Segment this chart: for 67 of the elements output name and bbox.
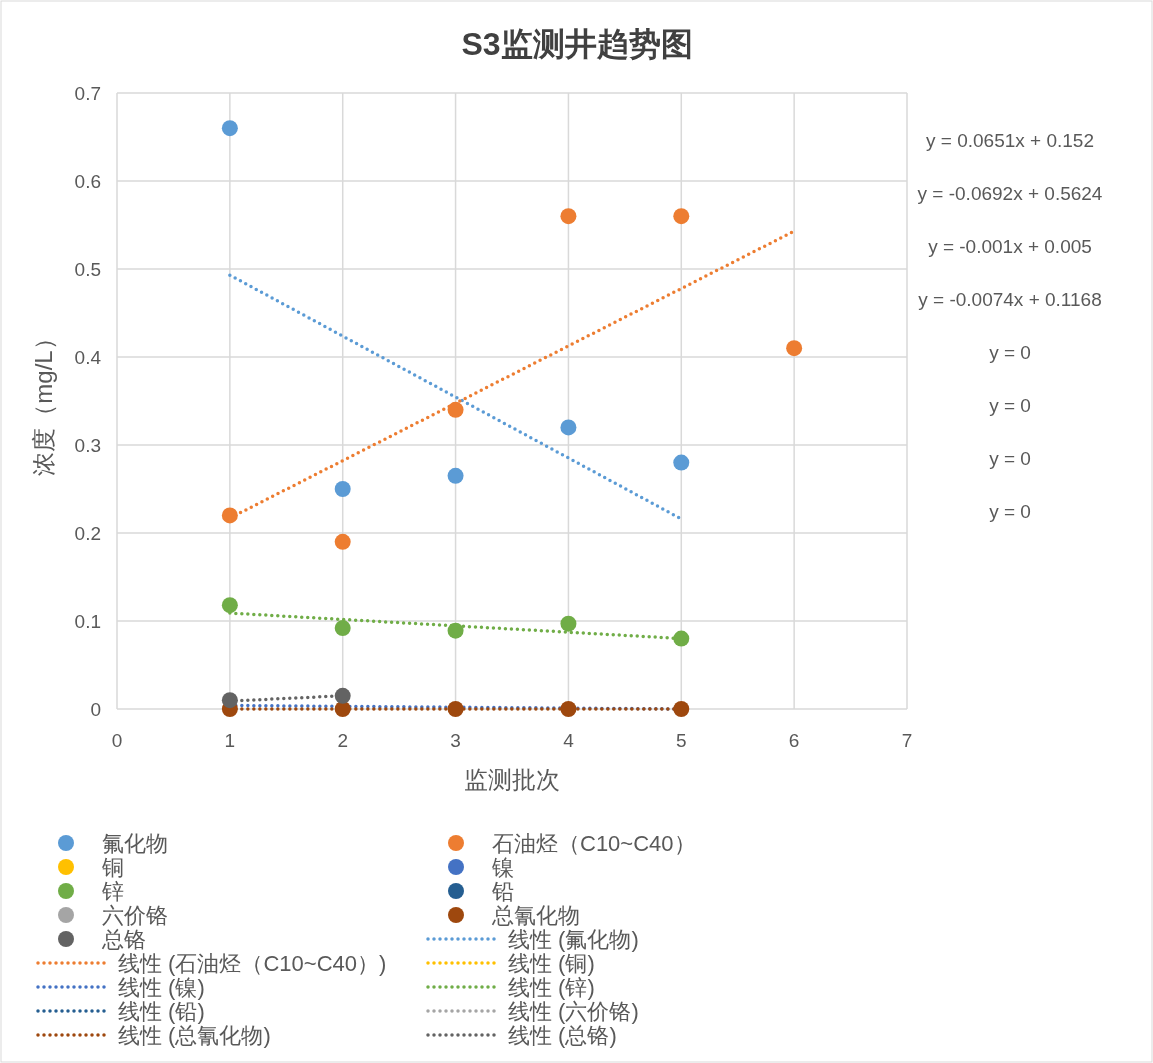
point bbox=[334, 687, 351, 704]
point bbox=[560, 208, 577, 225]
y-tick-label: 0.6 bbox=[74, 171, 101, 192]
legend-label: 锌 bbox=[101, 879, 124, 904]
chart-title: S3监测井趋势图 bbox=[461, 26, 693, 62]
legend-label: 线性 (石油烃（C10~C40）) bbox=[118, 951, 387, 976]
point bbox=[560, 419, 577, 436]
y-tick-label: 0 bbox=[90, 699, 101, 720]
point bbox=[673, 454, 690, 471]
y-tick-label: 0.4 bbox=[74, 347, 102, 368]
point bbox=[673, 630, 690, 647]
x-tick-label: 4 bbox=[563, 730, 575, 751]
point bbox=[447, 622, 464, 639]
x-tick-label: 2 bbox=[337, 730, 348, 751]
y-tick-label: 0.1 bbox=[74, 611, 101, 632]
text: y = 0.0651x + 0.152 bbox=[926, 130, 1094, 151]
legend-label: 线性 (镍) bbox=[118, 975, 205, 1000]
point bbox=[673, 208, 690, 225]
point bbox=[447, 467, 464, 484]
legend-label: 线性 (六价铬) bbox=[508, 999, 639, 1024]
legend-label: 线性 (氟化物) bbox=[508, 927, 639, 952]
y-tick-label: 0.5 bbox=[74, 259, 101, 280]
legend-label: 镍 bbox=[491, 855, 514, 880]
text: y = -0.0074x + 0.1168 bbox=[918, 289, 1102, 310]
legend-label: 石油烃（C10~C40） bbox=[492, 831, 696, 856]
legend-label: 总铬 bbox=[101, 927, 146, 952]
point bbox=[221, 120, 238, 137]
legend-label: 氟化物 bbox=[102, 831, 168, 856]
legend-label: 线性 (锌) bbox=[508, 975, 595, 1000]
point bbox=[334, 620, 351, 637]
text: y = 0 bbox=[989, 501, 1031, 522]
point bbox=[334, 701, 351, 717]
point bbox=[447, 401, 464, 418]
x-tick-label: 0 bbox=[111, 730, 123, 751]
legend-label: 线性 (铅) bbox=[118, 999, 205, 1024]
legend-label: 线性 (总氰化物) bbox=[118, 1023, 271, 1048]
legend-label: 线性 (总铬) bbox=[508, 1023, 617, 1048]
point bbox=[447, 701, 464, 717]
y-tick-label: 0.2 bbox=[74, 523, 101, 544]
legend-label: 铅 bbox=[491, 879, 514, 904]
text: y = 0 bbox=[989, 342, 1031, 363]
text: y = 0 bbox=[989, 448, 1031, 469]
x-tick-label: 7 bbox=[901, 730, 913, 751]
point bbox=[673, 701, 690, 717]
legend-label: 总氰化物 bbox=[491, 903, 580, 928]
point bbox=[221, 507, 238, 524]
point bbox=[334, 533, 351, 550]
point bbox=[786, 340, 803, 357]
legend-label: 六价铬 bbox=[102, 903, 168, 928]
legend-label: 线性 (铜) bbox=[508, 951, 595, 976]
point bbox=[334, 481, 351, 497]
x-tick-label: 5 bbox=[676, 730, 687, 751]
legend-label: 铜 bbox=[101, 855, 124, 880]
point bbox=[560, 615, 577, 632]
text: y = 0 bbox=[989, 395, 1031, 416]
point bbox=[221, 692, 238, 709]
x-tick-label: 3 bbox=[450, 730, 461, 751]
y-axis-title: 浓度（mg/L） bbox=[30, 326, 57, 476]
point bbox=[560, 701, 577, 717]
text: y = -0.001x + 0.005 bbox=[928, 236, 1092, 257]
x-axis-title: 监测批次 bbox=[464, 766, 560, 793]
y-tick-label: 0.3 bbox=[74, 435, 101, 456]
x-tick-label: 6 bbox=[788, 730, 800, 751]
text: y = -0.0692x + 0.5624 bbox=[917, 183, 1103, 204]
x-tick-label: 1 bbox=[224, 730, 236, 751]
y-tick-label: 0.7 bbox=[74, 83, 101, 104]
point bbox=[221, 597, 238, 614]
